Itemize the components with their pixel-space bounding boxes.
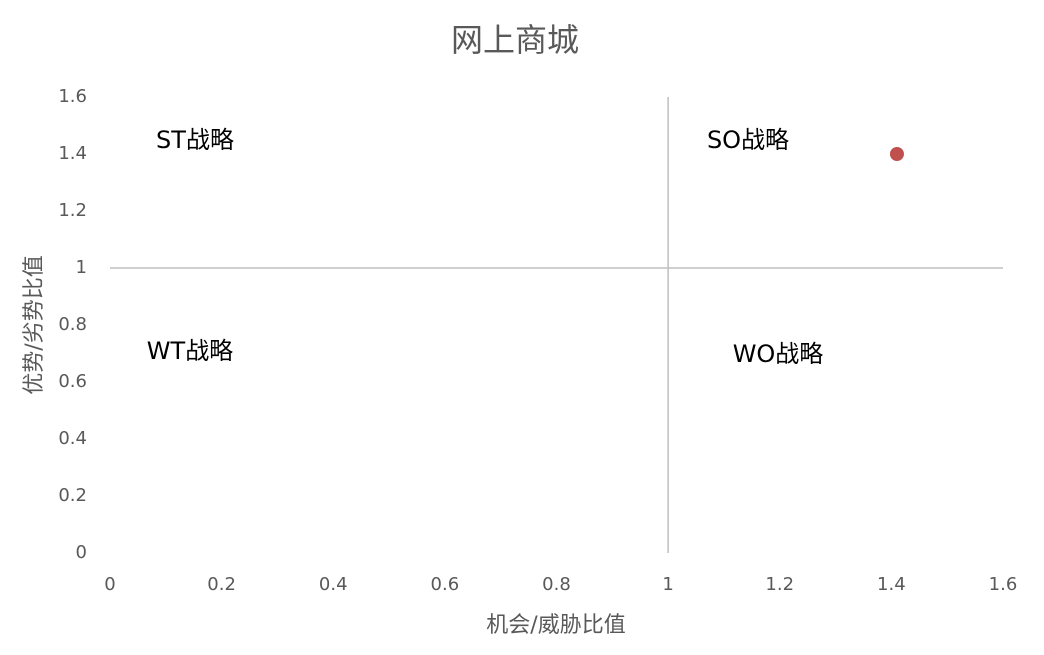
y-axis-title: 优势/劣势比值: [22, 255, 47, 394]
quadrant-label: WT战略: [147, 337, 233, 365]
x-tick-label: 1: [662, 574, 673, 595]
y-tick-label: 0.4: [58, 428, 87, 449]
x-tick-label: 0: [104, 574, 115, 595]
x-tick-label: 1.4: [877, 574, 906, 595]
y-tick-label: 0.2: [58, 485, 87, 506]
y-tick-label: 1.4: [58, 143, 87, 164]
y-tick-label: 0.6: [58, 371, 87, 392]
quadrant-label: WO战略: [733, 340, 824, 368]
x-tick-label: 1.2: [765, 574, 794, 595]
x-tick-label: 0.6: [431, 574, 460, 595]
x-tick-label: 1.6: [989, 574, 1018, 595]
y-tick-label: 0: [76, 542, 87, 563]
x-tick-label: 0.8: [542, 574, 571, 595]
y-tick-label: 1: [76, 257, 87, 278]
y-tick-label: 1.2: [58, 200, 87, 221]
y-tick-label: 0.8: [58, 314, 87, 335]
x-tick-label: 0.2: [207, 574, 236, 595]
quadrant-label: ST战略: [156, 126, 234, 154]
x-tick-label: 0.4: [319, 574, 348, 595]
chart-title: 网上商城: [451, 21, 579, 59]
y-tick-label: 1.6: [58, 86, 87, 107]
quadrant-label: SO战略: [707, 126, 789, 154]
point: [889, 147, 904, 161]
x-axis-title: 机会/威胁比值: [486, 613, 625, 638]
